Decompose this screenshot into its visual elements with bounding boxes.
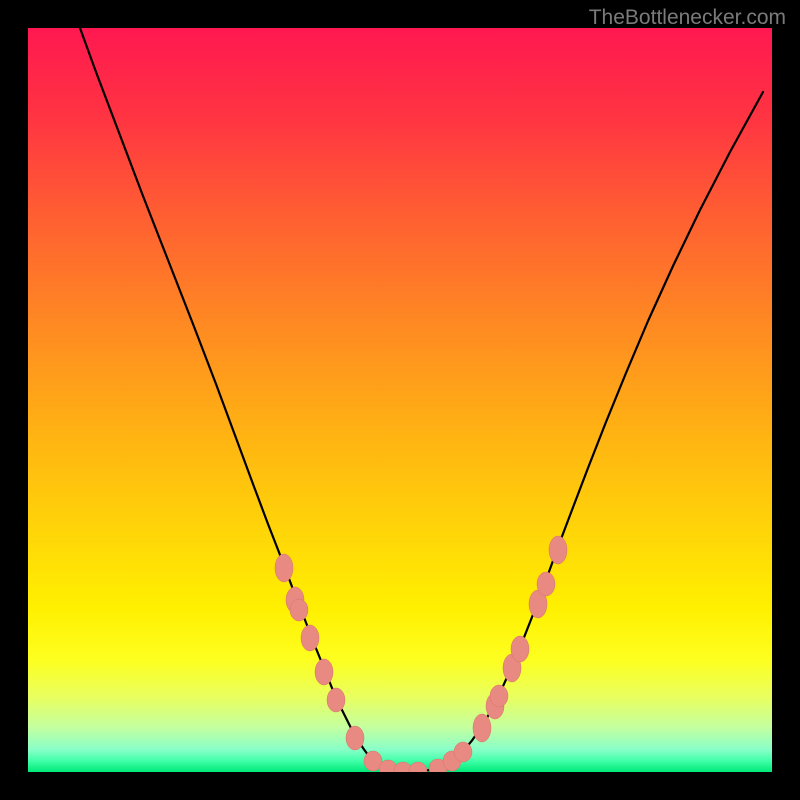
data-marker <box>549 536 567 564</box>
data-marker <box>454 742 472 762</box>
data-marker <box>290 599 308 621</box>
data-marker <box>473 714 491 742</box>
chart-plot-area <box>28 28 772 772</box>
data-marker <box>346 726 364 750</box>
watermark-text: TheBottlenecker.com <box>589 6 786 30</box>
data-marker <box>315 659 333 685</box>
gradient-background <box>28 28 772 772</box>
data-marker <box>490 685 508 707</box>
data-marker <box>301 625 319 651</box>
data-marker <box>275 554 293 582</box>
chart-svg <box>28 28 772 772</box>
data-marker <box>537 572 555 596</box>
data-marker <box>511 636 529 662</box>
data-marker <box>327 688 345 712</box>
